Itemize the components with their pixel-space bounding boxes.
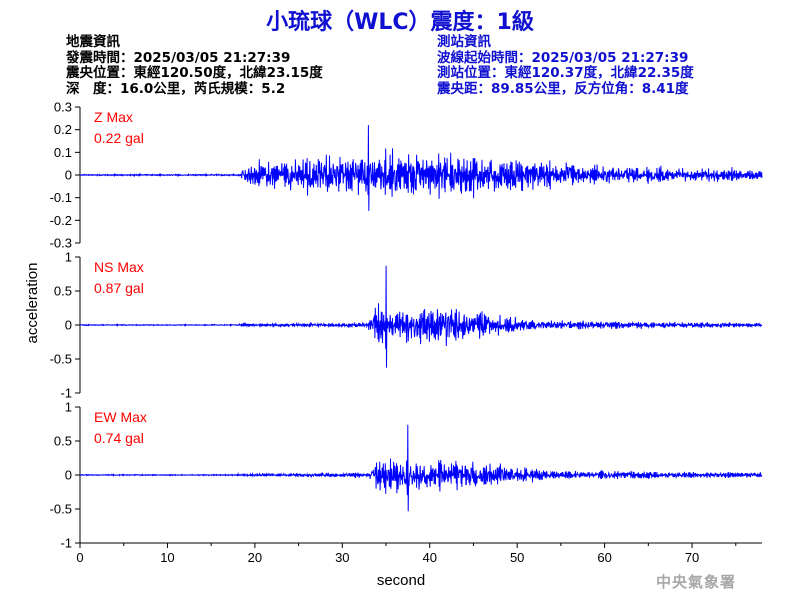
y-tick-label: 1	[65, 400, 72, 415]
y-axis-title: acceleration	[24, 263, 41, 344]
station-info-heading: 測站資訊	[437, 34, 491, 50]
y-tick-label: -0.3	[50, 236, 72, 251]
quake-info-heading: 地震資訊	[66, 34, 120, 50]
x-tick-label: 30	[335, 550, 349, 565]
x-tick-label: 60	[597, 550, 611, 565]
epicenter: 震央位置：東經120.50度，北緯23.15度	[66, 65, 323, 81]
waveform-ns	[79, 265, 763, 368]
y-tick-label: 0.5	[54, 434, 72, 449]
y-tick-label: 0	[65, 168, 72, 183]
distance-azimuth: 震央距：89.85公里，反方位角：8.41度	[437, 80, 689, 97]
station-location: 測站位置：東經120.37度，北緯22.35度	[437, 65, 694, 81]
max-value-ew: 0.74 gal	[94, 430, 144, 446]
wave-start-time: 波線起始時間：2025/03/05 21:27:39	[437, 49, 689, 66]
origin-time: 發震時間：2025/03/05 21:27:39	[66, 49, 291, 66]
max-label-ns: NS Max	[94, 259, 144, 275]
y-tick-label: -1	[60, 536, 72, 551]
y-tick-label: -0.2	[50, 213, 72, 228]
x-tick-label: 20	[248, 550, 262, 565]
y-tick-label: 0.1	[54, 145, 72, 160]
y-tick-label: -0.5	[50, 502, 72, 517]
y-tick-label: 0.5	[54, 284, 72, 299]
max-label-z: Z Max	[94, 109, 133, 125]
y-tick-label: -0.1	[50, 190, 72, 205]
x-tick-label: 0	[76, 550, 83, 565]
depth-magnitude: 深 度：16.0公里，芮氏規模：5.2	[66, 80, 286, 97]
quake-info: 地震資訊 發震時間：2025/03/05 21:27:39 震央位置：東經120…	[66, 34, 323, 97]
x-tick-label: 50	[510, 550, 524, 565]
x-axis-title: second	[377, 572, 425, 589]
y-tick-label: 0.3	[54, 100, 72, 115]
max-value-z: 0.22 gal	[94, 130, 144, 146]
y-tick-label: -0.5	[50, 352, 72, 367]
y-tick-label: 0	[65, 318, 72, 333]
waveform-z	[79, 125, 763, 211]
y-tick-label: 1	[65, 250, 72, 265]
y-tick-label: -1	[60, 386, 72, 401]
agency-watermark: 中央氣象署	[656, 573, 737, 591]
y-tick-label: 0	[65, 468, 72, 483]
max-label-ew: EW Max	[94, 409, 147, 425]
x-tick-label: 70	[685, 550, 699, 565]
max-value-ns: 0.87 gal	[94, 280, 144, 296]
x-tick-label: 10	[160, 550, 174, 565]
page-title: 小琉球（WLC）震度：1級	[266, 10, 534, 35]
y-tick-label: 0.2	[54, 122, 72, 137]
x-tick-label: 40	[423, 550, 437, 565]
station-info: 測站資訊 波線起始時間：2025/03/05 21:27:39 測站位置：東經1…	[437, 34, 694, 97]
waveform-ew	[79, 424, 763, 512]
